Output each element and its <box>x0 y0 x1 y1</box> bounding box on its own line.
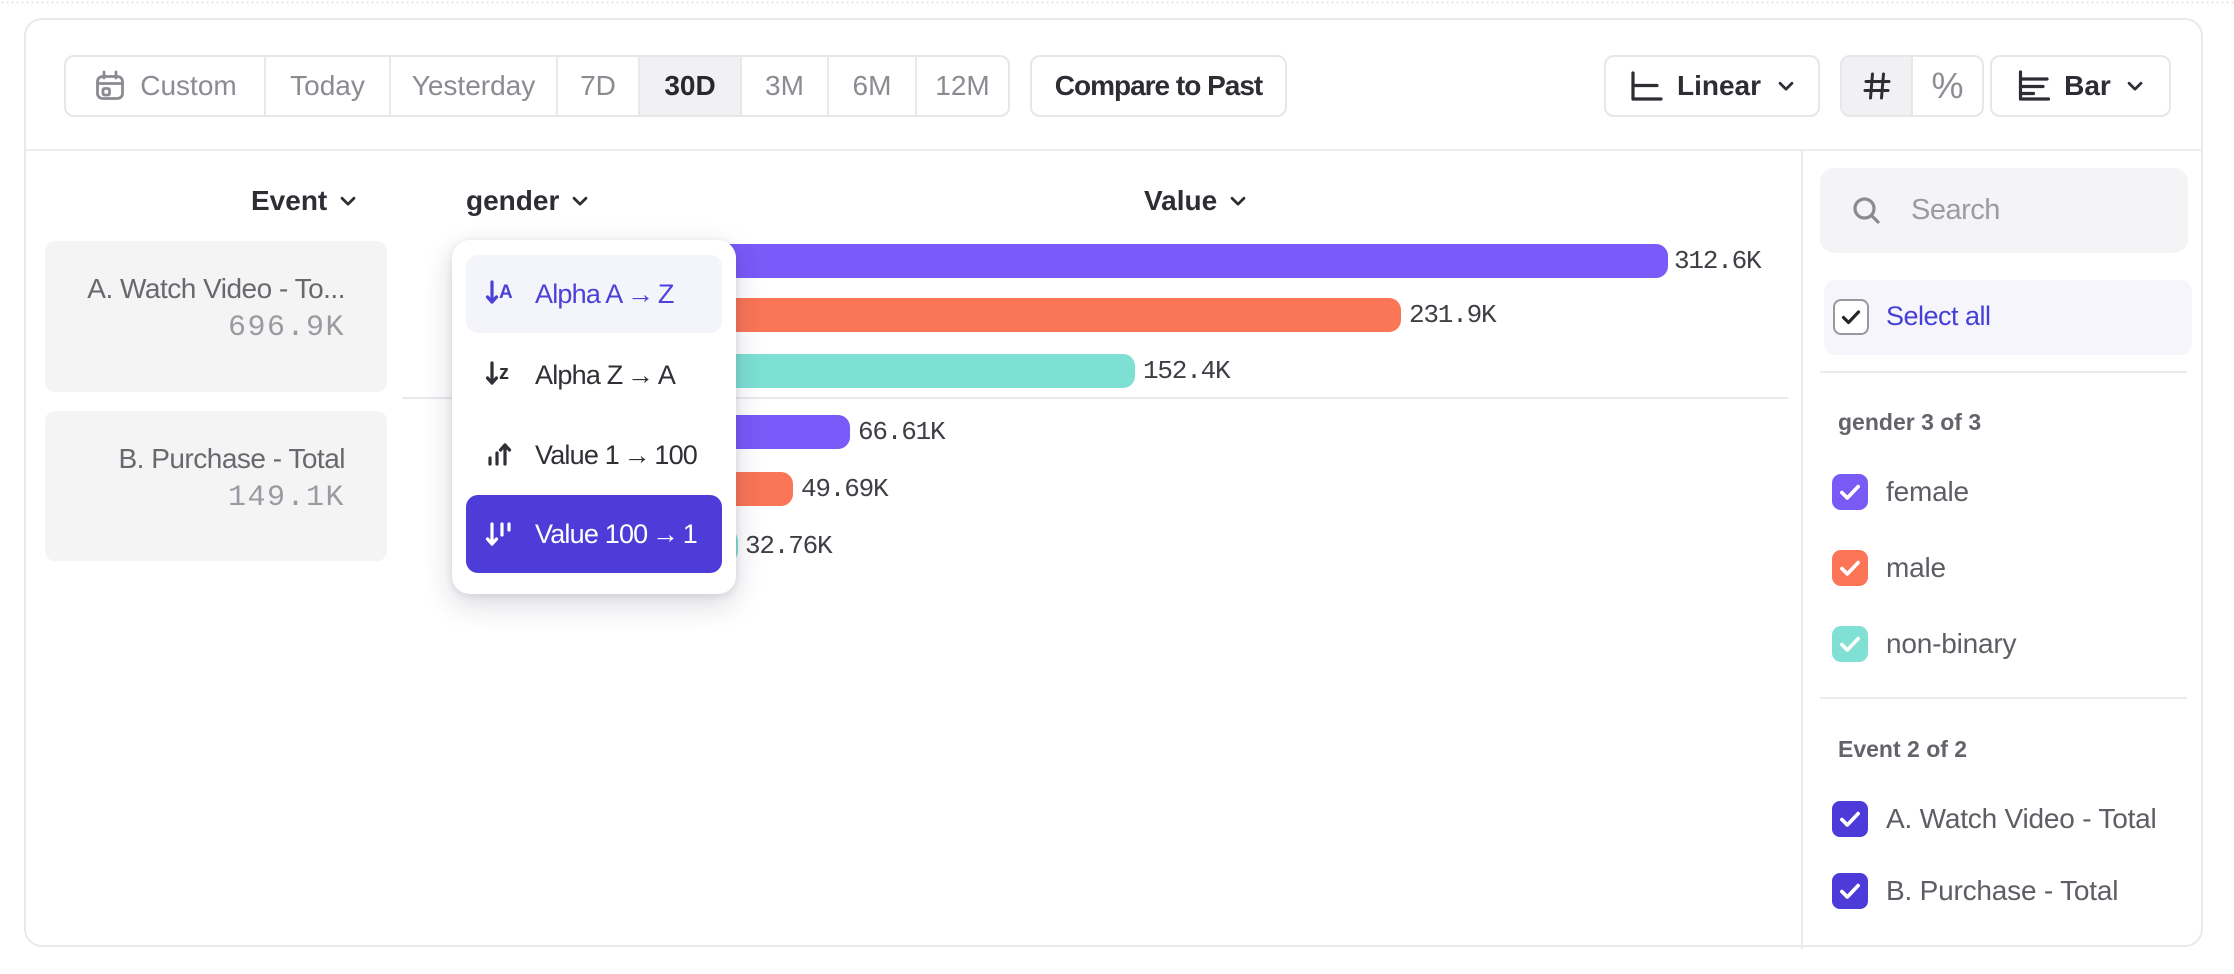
svg-text:z: z <box>499 362 509 384</box>
svg-text:A: A <box>499 282 513 303</box>
